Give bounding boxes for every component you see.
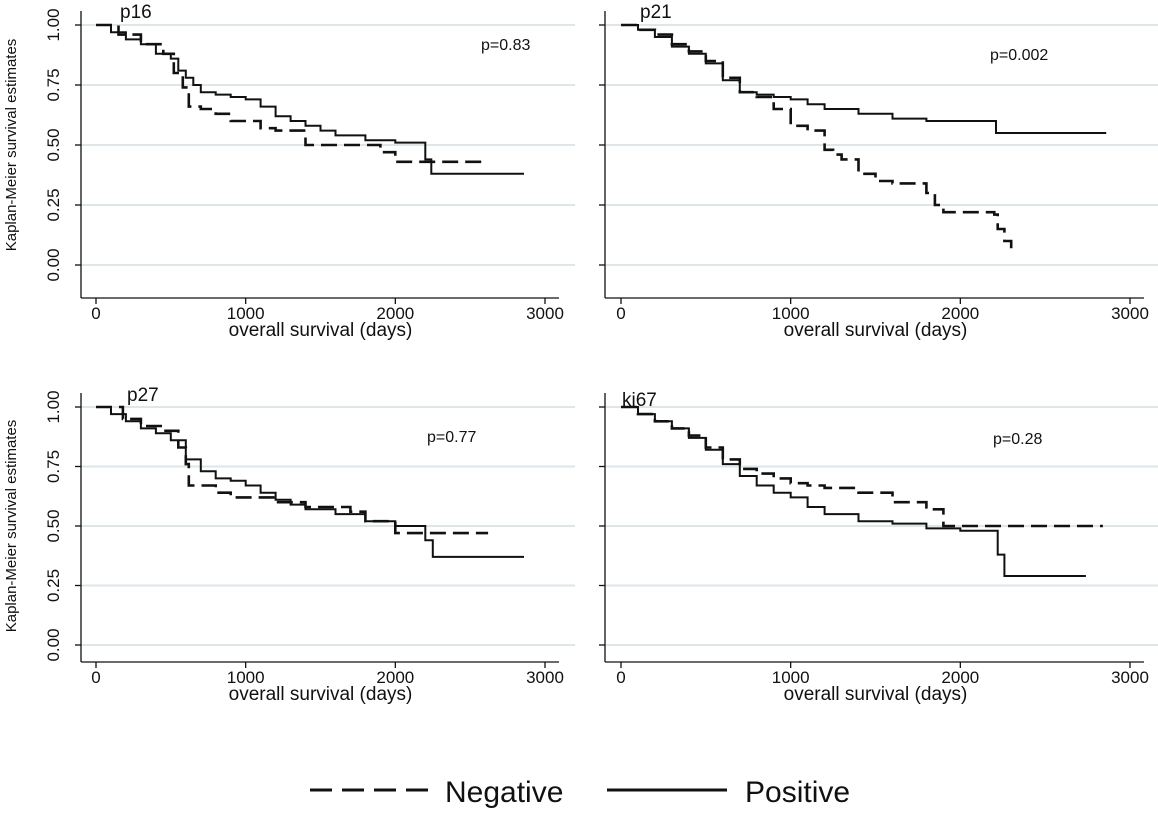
p-value: p=0.28 [993,431,1042,448]
legend-negative-label: Negative [445,776,563,809]
y-axis-label: Kaplan-Meier survival estimates [3,420,20,633]
x-axis-label: overall survival (days) [229,320,413,341]
x-tick-label: 1000 [772,304,810,323]
x-tick-label: 2000 [376,304,414,323]
x-tick-label: 3000 [1111,668,1149,687]
x-tick-label: 3000 [526,668,564,687]
y-tick-label: 0.75 [44,68,63,101]
x-tick-label: 1000 [227,304,265,323]
legend: Negative Positive [310,776,850,809]
x-tick-label: 3000 [526,304,564,323]
x-axis-label: overall survival (days) [784,684,968,705]
y-tick-label: 0.25 [44,569,63,602]
y-tick-label: 1.00 [44,8,63,41]
x-axis-label: overall survival (days) [784,320,968,341]
km-panel-p21: 0 1000 2000 3000 overall survival (days) p21 p… [599,2,1158,341]
km-curve-negative [96,405,489,535]
x-tick-label: 3000 [1111,304,1149,323]
x-tick-label: 0 [91,668,100,687]
km-curve-positive [621,24,1107,134]
km-curve-negative [96,23,483,164]
y-tick-label: 0.50 [44,509,63,542]
x-tick-label: 1000 [772,668,810,687]
p-value: p=0.83 [481,37,530,54]
km-curve-positive [621,406,1086,577]
y-tick-label: 0.00 [44,248,63,281]
x-tick-label: 0 [91,304,100,323]
panel-title: p21 [640,2,672,23]
x-tick-label: 0 [616,304,625,323]
km-panel-p27: 0 1000 2000 3000 overall survival (days) 0.00… [3,385,575,705]
x-tick-label: 1000 [227,668,265,687]
y-tick-label: 0.00 [44,628,63,661]
km-curve-negative [621,23,1013,249]
p-value: p=0.77 [427,429,476,446]
x-tick-label: 2000 [941,668,979,687]
y-tick-label: 0.75 [44,450,63,483]
km-curve-positive [96,406,524,558]
km-panel-p16: 0 1000 2000 3000 overall survival (days) 0.00… [3,2,575,341]
y-tick-label: 1.00 [44,390,63,423]
panel-title: p27 [127,385,159,406]
x-tick-label: 2000 [941,304,979,323]
y-axis-label: Kaplan-Meier survival estimates [3,39,20,252]
x-axis-label: overall survival (days) [229,684,413,705]
y-tick-label: 0.50 [44,128,63,161]
y-tick-label: 0.25 [44,188,63,221]
p-value: p=0.002 [990,47,1048,64]
legend-positive-label: Positive [745,776,850,809]
panel-title: p16 [120,2,152,23]
km-curve-positive [96,24,524,175]
x-tick-label: 0 [616,668,625,687]
x-tick-label: 2000 [376,668,414,687]
